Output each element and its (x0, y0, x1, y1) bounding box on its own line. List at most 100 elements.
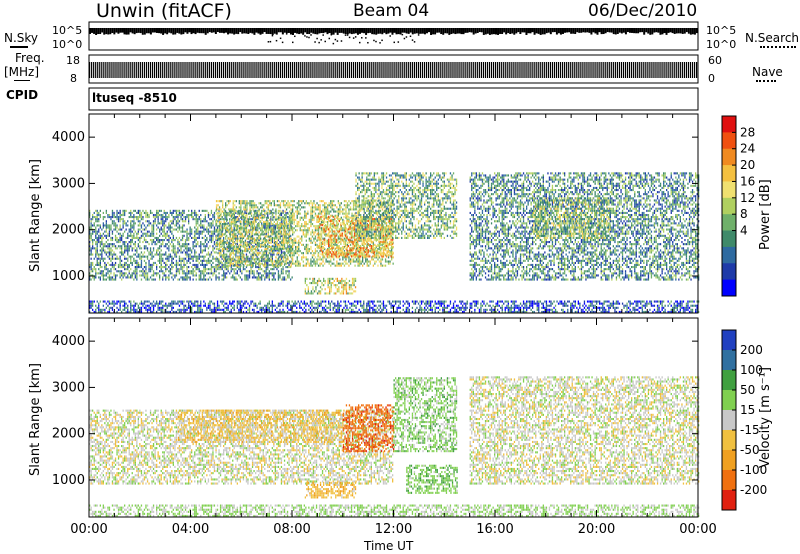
freq-bar (353, 62, 354, 78)
heat-cell (161, 256, 162, 258)
heat-cell (269, 204, 270, 206)
heat-cell (183, 260, 184, 262)
heat-cell (267, 268, 268, 270)
heat-cell (123, 233, 124, 235)
heat-cell (272, 279, 273, 281)
heat-cell (243, 206, 244, 208)
heat-cell (139, 229, 140, 231)
heat-cell (264, 272, 265, 274)
heat-cell (330, 258, 331, 260)
heat-cell (173, 218, 174, 220)
freq-bar (107, 62, 108, 78)
heat-cell (324, 211, 325, 213)
heat-cell (312, 250, 313, 252)
heat-cell (281, 240, 282, 242)
heat-cell (136, 235, 137, 237)
freq-bar (487, 62, 488, 78)
heat-cell (303, 219, 304, 221)
heat-cell (208, 254, 209, 256)
heat-cell (219, 223, 220, 225)
freq-bar (280, 62, 281, 78)
heat-cell (224, 254, 225, 256)
nsky-bar (158, 28, 160, 33)
heat-cell (197, 231, 198, 233)
heat-cell (236, 211, 237, 213)
nsky-bar (310, 28, 312, 33)
freq-bar (471, 62, 472, 78)
heat-cell (211, 233, 212, 235)
heat-cell (313, 200, 314, 202)
heat-cell (286, 225, 287, 227)
heat-cell (206, 279, 207, 281)
heat-cell (133, 224, 134, 226)
heat-cell (174, 247, 175, 249)
heat-cell (98, 212, 99, 214)
nsky-bar (126, 28, 128, 35)
heat-cell (135, 210, 136, 212)
heat-cell (110, 279, 111, 281)
heat-cell (100, 243, 101, 245)
heat-cell (112, 258, 113, 260)
heat-cell (280, 254, 281, 256)
freq-bar (304, 62, 305, 78)
heat-cell (239, 256, 240, 258)
heat-cell (236, 225, 237, 227)
heat-cell (208, 268, 209, 270)
heat-cell (287, 242, 288, 244)
heat-cell (191, 256, 192, 258)
freq-bar (594, 62, 595, 78)
heat-cell (130, 258, 131, 260)
heat-cell (313, 263, 314, 265)
nsky-dot (308, 37, 310, 39)
heat-cell (214, 233, 215, 235)
heat-cell (315, 225, 316, 227)
heat-cell (104, 224, 105, 226)
heat-cell (216, 244, 217, 246)
heat-cell (101, 256, 102, 258)
heat-cell (233, 217, 234, 219)
heat-cell (199, 210, 200, 212)
heat-cell (150, 247, 151, 249)
heat-cell (310, 221, 311, 223)
heat-cell (246, 276, 247, 278)
heat-cell (344, 204, 345, 206)
heat-cell (164, 212, 165, 214)
heat-cell (132, 216, 133, 218)
heat-cell (266, 227, 267, 229)
heat-cell (313, 202, 314, 204)
heat-cell (301, 238, 302, 240)
heat-cell (161, 249, 162, 251)
heat-cell (153, 262, 154, 264)
freq-bar (266, 62, 267, 78)
heat-cell (216, 206, 217, 208)
heat-cell (136, 264, 137, 266)
heat-cell (322, 200, 323, 202)
heat-cell (200, 214, 201, 216)
heat-cell (223, 276, 224, 278)
heat-cell (297, 250, 298, 252)
heat-cell (243, 219, 244, 221)
heat-cell (182, 237, 183, 239)
heat-cell (260, 272, 261, 274)
heat-cell (217, 204, 218, 206)
nsky-bar (146, 28, 148, 33)
heat-cell (208, 241, 209, 243)
heat-cell (242, 217, 243, 219)
heat-cell (291, 265, 292, 267)
freq-bar (521, 62, 522, 78)
freq-bar (418, 62, 419, 78)
heat-cell (251, 213, 252, 215)
heat-cell (232, 274, 233, 276)
heat-cell (176, 274, 177, 276)
heat-cell (110, 237, 111, 239)
heat-cell (247, 270, 248, 272)
nsky-bar (300, 28, 302, 33)
heat-cell (298, 200, 299, 202)
nsky-bar (633, 28, 635, 33)
heat-cell (306, 223, 307, 225)
heat-cell (162, 260, 163, 262)
heat-cell (275, 229, 276, 231)
heat-cell (120, 258, 121, 260)
heat-cell (97, 247, 98, 249)
heat-cell (194, 264, 195, 266)
